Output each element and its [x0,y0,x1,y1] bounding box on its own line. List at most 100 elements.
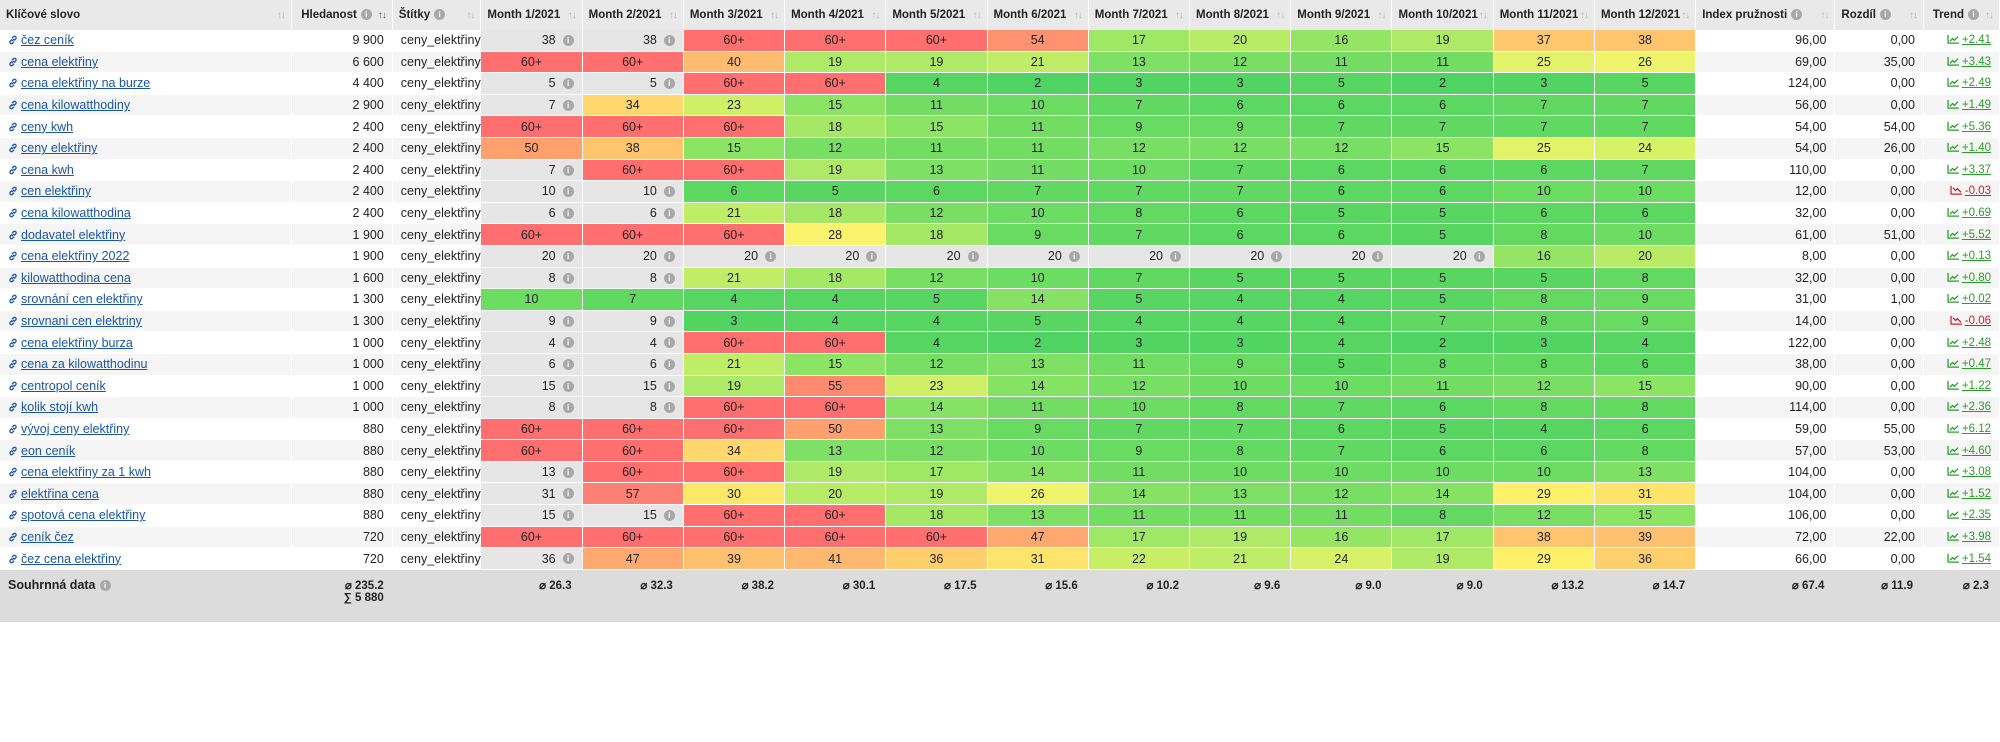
keyword-link[interactable]: cen elektřiny [8,184,91,198]
trend-cell[interactable]: +4.60 [1923,439,2000,462]
col-month-10[interactable]: Month 10/2021 ↑↓ [1391,0,1494,30]
keyword-link[interactable]: cena kilowatthodiny [8,98,130,112]
keyword-link[interactable]: ceník čez [8,530,74,544]
sort-active-icon[interactable]: ↑↓ [377,9,387,21]
info-icon[interactable]: i [99,580,111,592]
sort-icon[interactable]: ↑↓ [1073,9,1083,21]
keyword-link[interactable]: ceny kwh [8,120,73,134]
sort-icon[interactable]: ↑↓ [1478,9,1488,21]
trend-cell[interactable]: +6.12 [1923,418,2000,441]
sort-icon[interactable]: ↑↓ [1579,9,1589,21]
trend-cell[interactable]: +0.02 [1923,288,2000,311]
info-icon[interactable]: i [967,250,979,262]
info-icon[interactable]: i [1791,9,1803,21]
keyword-link[interactable]: ceny elektřiny [8,141,97,155]
info-icon[interactable]: i [562,358,574,370]
col-month-5[interactable]: Month 5/2021 ↑↓ [885,0,988,30]
col-tags[interactable]: Štítky i ↑↓ [392,0,482,30]
keyword-link[interactable]: cena za kilowatthodinu [8,357,147,371]
info-icon[interactable]: i [562,99,574,111]
info-icon[interactable]: i [562,186,574,198]
trend-cell[interactable]: -0.06 [1923,310,2000,333]
info-icon[interactable]: i [1968,9,1979,21]
col-diff[interactable]: Rozdíl i ↑↓ [1834,0,1924,30]
trend-cell[interactable]: +2.49 [1923,72,2000,95]
trend-cell[interactable]: +5.36 [1923,115,2000,138]
keyword-link[interactable]: cena elektřiny 2022 [8,249,129,263]
keyword-link[interactable]: srovnani cen elektriny [8,314,142,328]
col-month-2[interactable]: Month 2/2021 ↑↓ [582,0,684,30]
info-icon[interactable]: i [663,186,675,198]
trend-cell[interactable]: +1.54 [1923,547,2000,570]
info-icon[interactable]: i [1372,250,1384,262]
trend-cell[interactable]: +1.49 [1923,94,2000,117]
col-month-7[interactable]: Month 7/2021 ↑↓ [1088,0,1191,30]
keyword-link[interactable]: spotová cena elektřiny [8,508,145,522]
col-month-9[interactable]: Month 9/2021 ↑↓ [1290,0,1393,30]
keyword-link[interactable]: srovnání cen elektřiny [8,292,143,306]
sort-icon[interactable]: ↑↓ [567,9,577,21]
info-icon[interactable]: i [663,207,675,219]
info-icon[interactable]: i [765,250,777,262]
info-icon[interactable]: i [562,510,574,522]
sort-icon[interactable]: ↑↓ [770,9,779,21]
info-icon[interactable]: i [866,250,878,262]
trend-cell[interactable]: +2.48 [1923,331,2000,354]
col-month-8[interactable]: Month 8/2021 ↑↓ [1189,0,1292,30]
trend-cell[interactable]: +2.35 [1923,504,2000,527]
info-icon[interactable]: i [562,315,574,327]
trend-cell[interactable]: +3.37 [1923,159,2000,182]
col-month-1[interactable]: Month 1/2021 ↑↓ [480,0,583,30]
info-icon[interactable]: i [663,402,675,414]
info-icon[interactable]: i [663,35,675,46]
keyword-link[interactable]: cena elektřiny [8,55,98,69]
keyword-link[interactable]: kolik stojí kwh [8,400,98,414]
col-trend[interactable]: Trend i ↑↓ [1923,0,2000,30]
trend-cell[interactable]: +3.08 [1923,461,2000,484]
info-icon[interactable]: i [562,380,574,392]
keyword-link[interactable]: cena kilowatthodina [8,206,131,220]
keyword-link[interactable]: cena elektřiny za 1 kwh [8,465,151,479]
trend-cell[interactable]: +1.52 [1923,482,2000,506]
sort-icon[interactable]: ↑↓ [1175,9,1184,21]
col-month-12[interactable]: Month 12/2021 ↑↓ [1594,0,1697,30]
info-icon[interactable]: i [663,337,675,349]
info-icon[interactable]: i [562,35,574,46]
trend-cell[interactable]: -0.03 [1923,180,2000,203]
trend-cell[interactable]: +0.80 [1923,267,2000,290]
info-icon[interactable]: i [562,466,574,478]
info-icon[interactable]: i [1170,250,1182,262]
col-month-4[interactable]: Month 4/2021 ↑↓ [784,0,887,30]
info-icon[interactable]: i [1879,9,1891,21]
sort-icon[interactable]: ↑↓ [1820,9,1829,21]
keyword-link[interactable]: centropol ceník [8,379,106,393]
info-icon[interactable]: i [663,250,675,262]
sort-icon[interactable]: ↑↓ [668,9,678,21]
col-index[interactable]: Index pružnosti i ↑↓ [1695,0,1836,30]
sort-icon[interactable]: ↑↓ [972,9,982,21]
trend-cell[interactable]: +5.52 [1923,223,2000,246]
info-icon[interactable]: i [663,358,675,370]
col-search-volume[interactable]: Hledanost i ↑↓ [291,0,393,30]
keyword-link[interactable]: čez cena elektřiny [8,552,121,566]
info-icon[interactable]: i [562,553,574,565]
info-icon[interactable]: i [663,315,675,327]
keyword-link[interactable]: kilowatthodina cena [8,271,131,285]
info-icon[interactable]: i [1068,250,1080,262]
info-icon[interactable]: i [663,510,675,522]
sort-icon[interactable]: ↑↓ [1276,9,1285,21]
keyword-link[interactable]: elektřina cena [8,487,99,501]
trend-cell[interactable]: +0.69 [1923,202,2000,225]
sort-icon[interactable]: ↑↓ [1681,9,1690,21]
keyword-link[interactable]: čez ceník [8,33,74,47]
info-icon[interactable]: i [562,207,574,219]
sort-icon[interactable]: ↑↓ [871,9,880,21]
info-icon[interactable]: i [562,164,574,176]
info-icon[interactable]: i [1271,250,1283,262]
info-icon[interactable]: i [360,9,372,21]
trend-cell[interactable]: +1.22 [1923,375,2000,398]
trend-cell[interactable]: +3.98 [1923,526,2000,549]
col-keyword[interactable]: Klíčové slovo ↑↓ [0,0,292,30]
trend-cell[interactable]: +0.13 [1923,245,2000,268]
sort-icon[interactable]: ↑↓ [1985,9,1994,21]
